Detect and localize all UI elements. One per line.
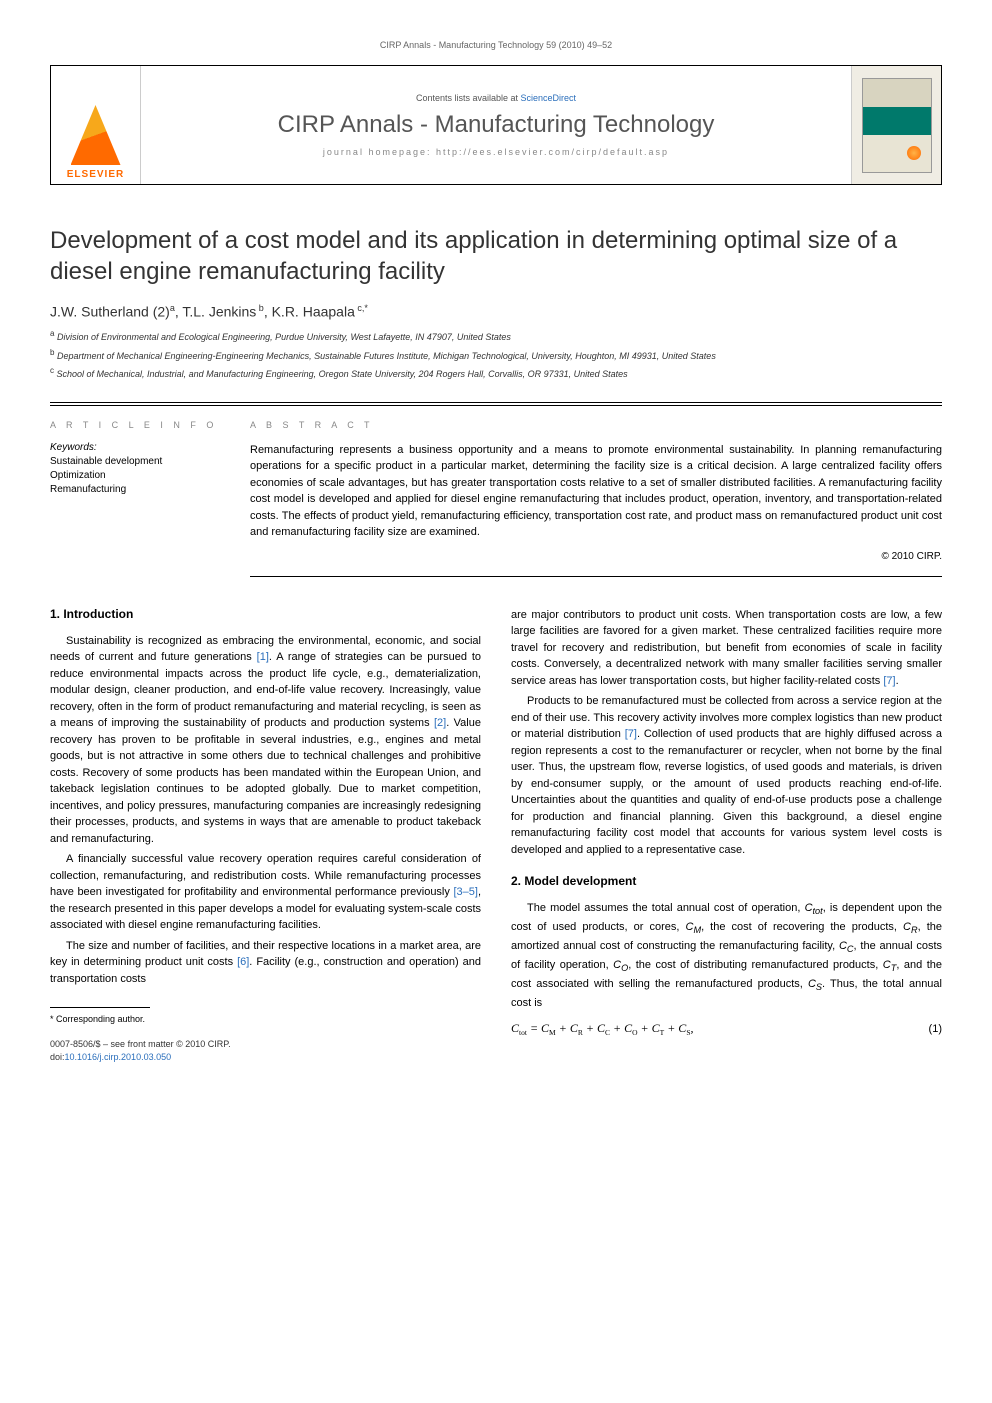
doi-link[interactable]: 10.1016/j.cirp.2010.03.050 xyxy=(65,1052,172,1062)
article-title: Development of a cost model and its appl… xyxy=(50,225,942,287)
banner-center: Contents lists available at ScienceDirec… xyxy=(141,66,851,184)
affiliation: c School of Mechanical, Industrial, and … xyxy=(50,365,942,382)
citation-link[interactable]: [2] xyxy=(434,717,446,729)
affiliation: b Department of Mechanical Engineering-E… xyxy=(50,347,942,364)
journal-homepage: journal homepage: http://ees.elsevier.co… xyxy=(323,147,669,157)
section-1-heading: 1. Introduction xyxy=(50,607,481,621)
contents-prefix: Contents lists available at xyxy=(416,93,521,103)
affiliations: a Division of Environmental and Ecologic… xyxy=(50,328,942,382)
paragraph: Sustainability is recognized as embracin… xyxy=(50,633,481,848)
equation-body: Ctot = CM + CR + CC + CO + CT + CS, xyxy=(511,1021,693,1037)
right-column: are major contributors to product unit c… xyxy=(511,607,942,1064)
abstract-heading: A B S T R A C T xyxy=(250,420,942,430)
doi-line: doi:10.1016/j.cirp.2010.03.050 xyxy=(50,1051,481,1064)
article-info: A R T I C L E I N F O Keywords: Sustaina… xyxy=(50,405,250,577)
affiliation: a Division of Environmental and Ecologic… xyxy=(50,328,942,345)
keywords-list: Sustainable developmentOptimizationReman… xyxy=(50,455,230,497)
publisher-logo: ELSEVIER xyxy=(51,66,141,184)
citation-link[interactable]: [7] xyxy=(883,675,895,687)
equation-number: (1) xyxy=(929,1023,942,1035)
publisher-name: ELSEVIER xyxy=(67,169,124,180)
keywords-label: Keywords: xyxy=(50,442,230,453)
abstract-text: Remanufacturing represents a business op… xyxy=(250,442,942,541)
journal-banner: ELSEVIER Contents lists available at Sci… xyxy=(50,65,942,185)
section-2-heading: 2. Model development xyxy=(511,874,942,888)
article-info-row: A R T I C L E I N F O Keywords: Sustaina… xyxy=(50,402,942,577)
authors: J.W. Sutherland (2)a, T.L. Jenkins b, K.… xyxy=(50,303,942,320)
paragraph: The model assumes the total annual cost … xyxy=(511,900,942,1011)
contents-line: Contents lists available at ScienceDirec… xyxy=(416,93,576,103)
journal-cover xyxy=(851,66,941,184)
citation-link[interactable]: [7] xyxy=(625,728,637,740)
citation-link[interactable]: [1] xyxy=(257,651,269,663)
left-column: 1. Introduction Sustainability is recogn… xyxy=(50,607,481,1064)
citation-link[interactable]: [3–5] xyxy=(453,886,477,898)
journal-name: CIRP Annals - Manufacturing Technology xyxy=(278,111,715,139)
issn-line: 0007-8506/$ – see front matter © 2010 CI… xyxy=(50,1038,481,1051)
sciencedirect-link[interactable]: ScienceDirect xyxy=(521,93,577,103)
elsevier-tree-icon xyxy=(71,105,121,165)
abstract-block: A B S T R A C T Remanufacturing represen… xyxy=(250,405,942,577)
doi-label: doi: xyxy=(50,1052,65,1062)
paragraph: Products to be remanufactured must be co… xyxy=(511,693,942,858)
info-heading: A R T I C L E I N F O xyxy=(50,420,230,430)
footer-meta: 0007-8506/$ – see front matter © 2010 CI… xyxy=(50,1038,481,1063)
paragraph: are major contributors to product unit c… xyxy=(511,607,942,690)
paragraph: The size and number of facilities, and t… xyxy=(50,938,481,988)
body-columns: 1. Introduction Sustainability is recogn… xyxy=(50,607,942,1064)
copyright: © 2010 CIRP. xyxy=(250,551,942,562)
footnote-rule xyxy=(50,1007,150,1008)
corresponding-author-note: * Corresponding author. xyxy=(50,1014,481,1024)
citation-link[interactable]: [6] xyxy=(237,956,249,968)
paragraph: A financially successful value recovery … xyxy=(50,851,481,934)
running-header: CIRP Annals - Manufacturing Technology 5… xyxy=(50,40,942,50)
cover-thumbnail xyxy=(862,78,932,173)
equation-1: Ctot = CM + CR + CC + CO + CT + CS, (1) xyxy=(511,1021,942,1037)
